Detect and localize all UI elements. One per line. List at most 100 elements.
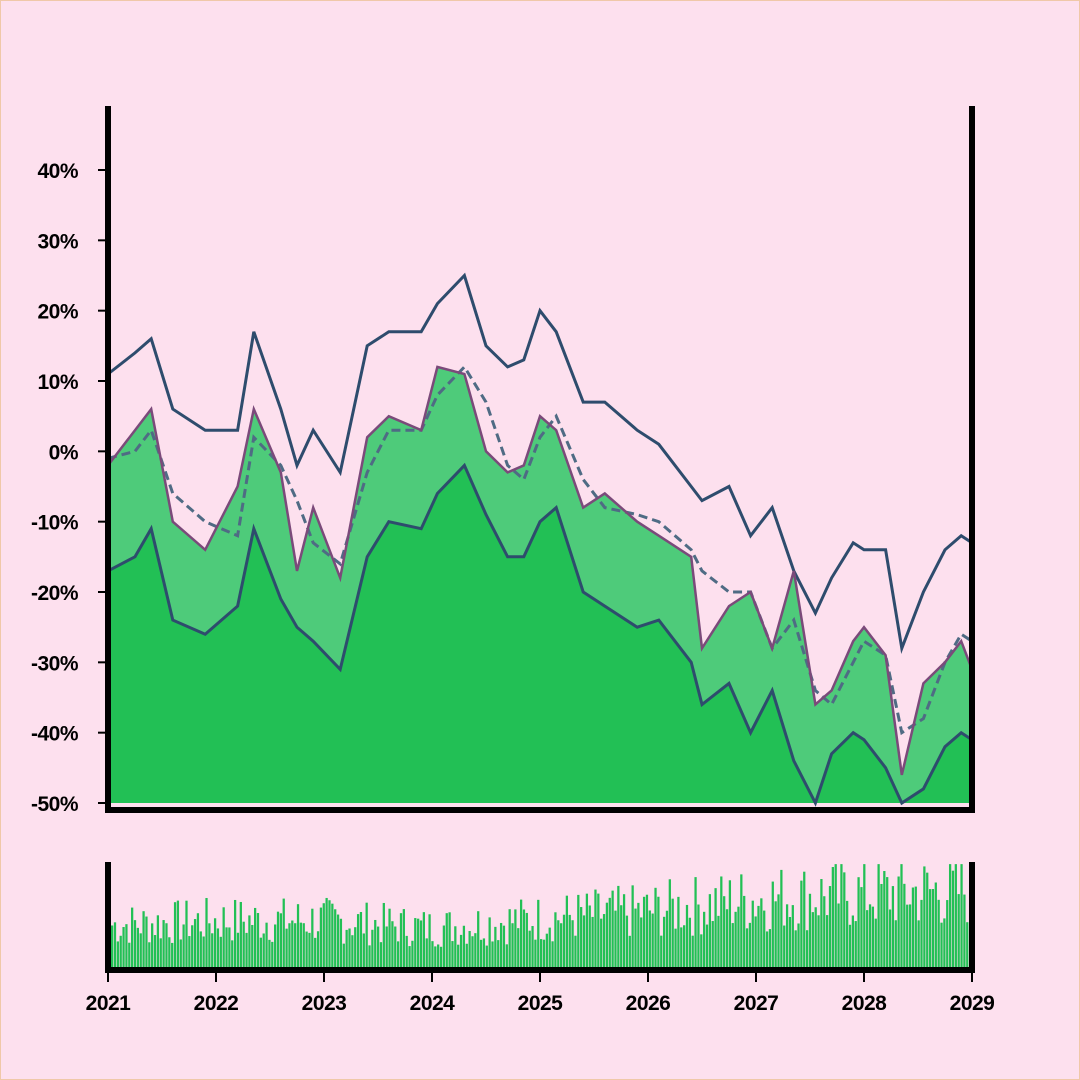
x-axis: 2021 2022 2023 2024 2025 2026 2027 2028 2029 bbox=[86, 970, 995, 1015]
volume-bar bbox=[711, 921, 714, 968]
volume-bar bbox=[173, 902, 177, 968]
volume-bar bbox=[614, 910, 617, 968]
volume-bar bbox=[760, 898, 763, 968]
volume-bar bbox=[351, 935, 354, 968]
y-tick-label: 10% bbox=[37, 371, 78, 394]
volume-bar bbox=[368, 945, 371, 968]
volume-bar bbox=[665, 910, 669, 968]
volume-bar bbox=[339, 918, 343, 968]
volume-bar bbox=[477, 911, 480, 968]
volume-bar bbox=[259, 937, 262, 968]
volume-bar bbox=[322, 903, 325, 968]
volume-bar bbox=[465, 943, 468, 968]
main-plot-area bbox=[107, 272, 974, 807]
volume-bar bbox=[365, 902, 368, 968]
volume-bar bbox=[828, 886, 832, 968]
volume-bar bbox=[620, 905, 623, 968]
volume-bar bbox=[588, 905, 591, 968]
volume-bar bbox=[196, 913, 200, 968]
volume-bar bbox=[291, 920, 294, 968]
volume-bar bbox=[182, 924, 185, 968]
volume-bar bbox=[946, 900, 949, 968]
volume-bar bbox=[674, 928, 677, 968]
volume-bar bbox=[542, 939, 546, 968]
volume-bar bbox=[634, 908, 637, 968]
volume-bar bbox=[362, 933, 365, 968]
volume-bar bbox=[468, 930, 471, 968]
volume-bar bbox=[342, 943, 345, 968]
volume-bar bbox=[808, 893, 812, 968]
volume-bar bbox=[405, 935, 408, 968]
volume-bar bbox=[525, 912, 528, 968]
volume-bar bbox=[422, 912, 425, 968]
volume-bar bbox=[611, 890, 614, 968]
volume-bar bbox=[319, 907, 323, 968]
volume-bar bbox=[622, 894, 626, 968]
volume-bar bbox=[931, 889, 935, 968]
volume-bar bbox=[668, 879, 671, 968]
volume-bar bbox=[757, 905, 760, 968]
volume-bar bbox=[354, 927, 357, 968]
volume-bar bbox=[911, 887, 915, 968]
volume-bar bbox=[562, 914, 566, 968]
volume-bar bbox=[908, 904, 912, 968]
volume-bar bbox=[148, 942, 151, 968]
volume-bar bbox=[168, 937, 171, 968]
volume-bar bbox=[660, 935, 663, 968]
volume-bar bbox=[185, 900, 188, 968]
volume-bar bbox=[531, 926, 534, 968]
volume-bar bbox=[600, 918, 603, 968]
volume-bar bbox=[891, 886, 895, 968]
volume-bar bbox=[265, 922, 268, 968]
x-tick-label: 2028 bbox=[842, 992, 888, 1015]
y-tick-label: -20% bbox=[31, 582, 79, 605]
volume-bar bbox=[439, 946, 443, 968]
volume-bar bbox=[385, 926, 388, 968]
volume-bar bbox=[537, 899, 540, 968]
volume-bar bbox=[488, 917, 491, 968]
volume-bar bbox=[462, 925, 466, 968]
volume-bar bbox=[505, 944, 508, 968]
volume-bar bbox=[814, 907, 817, 968]
volume-bar bbox=[145, 916, 148, 968]
volume-bar bbox=[276, 911, 280, 968]
volume-bar bbox=[540, 939, 543, 968]
volume-bar bbox=[394, 926, 397, 968]
volume-bar bbox=[888, 909, 892, 968]
volume-bar bbox=[837, 903, 840, 968]
volume-bar bbox=[371, 929, 374, 968]
volume-bar bbox=[193, 919, 197, 968]
volume-bar bbox=[239, 901, 242, 968]
volume-bar bbox=[131, 907, 134, 968]
volume-bar bbox=[314, 937, 317, 968]
volume-bar bbox=[605, 902, 609, 968]
volume-bar bbox=[282, 898, 285, 968]
volume-bar bbox=[820, 879, 823, 968]
volume-bar bbox=[425, 938, 428, 968]
x-tick-label: 2021 bbox=[86, 992, 132, 1015]
volume-bar bbox=[225, 927, 228, 968]
volume-bar bbox=[906, 904, 909, 968]
volume-bar bbox=[191, 925, 194, 968]
volume-bar bbox=[116, 941, 119, 968]
volume-bar bbox=[482, 938, 486, 968]
volume-bar bbox=[228, 927, 231, 968]
volume-bar bbox=[831, 867, 834, 968]
volume-bar bbox=[662, 916, 666, 968]
volume-bar bbox=[494, 926, 497, 968]
volume-bar bbox=[654, 887, 657, 968]
volume-bar bbox=[823, 896, 826, 968]
volume-bar bbox=[119, 935, 122, 968]
volume-bar bbox=[817, 915, 820, 968]
volume-bar bbox=[216, 928, 220, 968]
volume-bar bbox=[791, 905, 794, 968]
volume-bar bbox=[162, 920, 165, 968]
volume-bar bbox=[551, 941, 554, 968]
volume-bar bbox=[219, 936, 222, 968]
volume-bar bbox=[497, 940, 500, 968]
volume-bar bbox=[399, 913, 403, 968]
volume-bar bbox=[602, 914, 606, 968]
volume-bar bbox=[451, 941, 454, 968]
lower-band-line bbox=[107, 462, 973, 807]
